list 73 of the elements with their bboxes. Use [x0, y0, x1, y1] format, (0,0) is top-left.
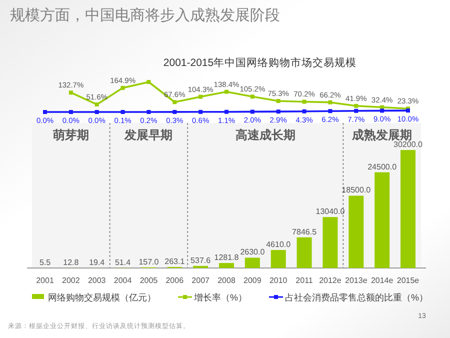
chart-subtitle: 2001-2015年中国网络购物市场交易规模: [163, 56, 357, 69]
point: [354, 108, 358, 113]
data-label: 537.6: [190, 256, 212, 265]
x-tick-label: 2001: [36, 276, 54, 285]
x-tick-label: 2011: [296, 276, 314, 285]
point: [172, 110, 177, 114]
bar: [322, 217, 338, 268]
bar: [374, 172, 390, 268]
point: [198, 110, 203, 114]
point: [380, 108, 384, 113]
data-label: 24500.0: [368, 162, 398, 172]
point: [94, 102, 99, 106]
point: [172, 100, 177, 104]
legend-label: 增长率（%）: [193, 292, 248, 302]
bar: [296, 237, 312, 268]
x-tick-label: 2003: [88, 276, 106, 285]
point: [120, 110, 125, 114]
point: [198, 94, 203, 99]
data-label: 5.5: [39, 258, 52, 267]
x-tick-label: 2009: [244, 276, 262, 285]
x-tick-label: 2005: [140, 276, 158, 285]
point: [302, 109, 306, 114]
x-tick-label: 2013e: [345, 276, 368, 285]
data-label: 157.0: [138, 257, 160, 266]
x-tick-label: 2010: [269, 276, 288, 285]
point: [224, 110, 228, 114]
band-label: 萌芽期: [52, 128, 89, 142]
point: [120, 86, 125, 90]
data-label: 1281.8: [214, 252, 240, 262]
bar: [244, 258, 260, 268]
chart-title: 规模方面，中国电商将步入成熟发展阶段: [10, 7, 280, 24]
legend-label: 占社会消费品零售总额的比重（%）: [285, 292, 428, 302]
point: [68, 110, 73, 114]
data-label: 13040.0: [316, 207, 346, 216]
point: [224, 90, 228, 94]
point: [302, 100, 306, 104]
band-label: 发展早期: [124, 128, 173, 142]
point: [250, 110, 254, 114]
bar: [348, 196, 364, 268]
x-tick-label: 2007: [192, 276, 210, 285]
data-label: 4610.0: [266, 240, 292, 249]
x-tick-label: 2006: [166, 276, 184, 285]
bar: [219, 262, 234, 268]
x-tick-label: 2014e: [370, 276, 394, 285]
point: [354, 104, 358, 108]
data-label: 19.4: [89, 258, 106, 267]
band-label: 成熟发展期: [351, 128, 412, 142]
point: [250, 94, 254, 99]
point: [146, 110, 151, 114]
point: [276, 99, 280, 103]
x-tick-label: 2002: [62, 276, 80, 285]
point: [43, 110, 47, 114]
band-label: 高速成长期: [235, 128, 296, 142]
data-label: 30200.0: [394, 140, 424, 149]
point: [94, 110, 99, 114]
point: [328, 100, 332, 104]
data-label: 263.1: [164, 256, 186, 266]
data-label: 51.4: [114, 258, 132, 267]
point: [68, 90, 73, 95]
point: [276, 110, 280, 114]
bar: [400, 150, 416, 268]
point: [328, 109, 332, 114]
point: [146, 80, 151, 84]
x-tick-label: 2004: [114, 276, 132, 285]
bar: [270, 250, 286, 268]
x-tick-label: 2015e: [396, 276, 420, 285]
data-label: 2630.0: [240, 248, 266, 257]
data-label: 18500.0: [342, 186, 372, 195]
x-tick-label: 2012e: [319, 276, 342, 285]
data-label: 7846.5: [292, 227, 318, 236]
legend-label: 网络购物交易规模（亿元）: [48, 292, 156, 302]
data-label: 12.8: [63, 258, 80, 267]
x-tick-label: 2008: [218, 276, 236, 285]
